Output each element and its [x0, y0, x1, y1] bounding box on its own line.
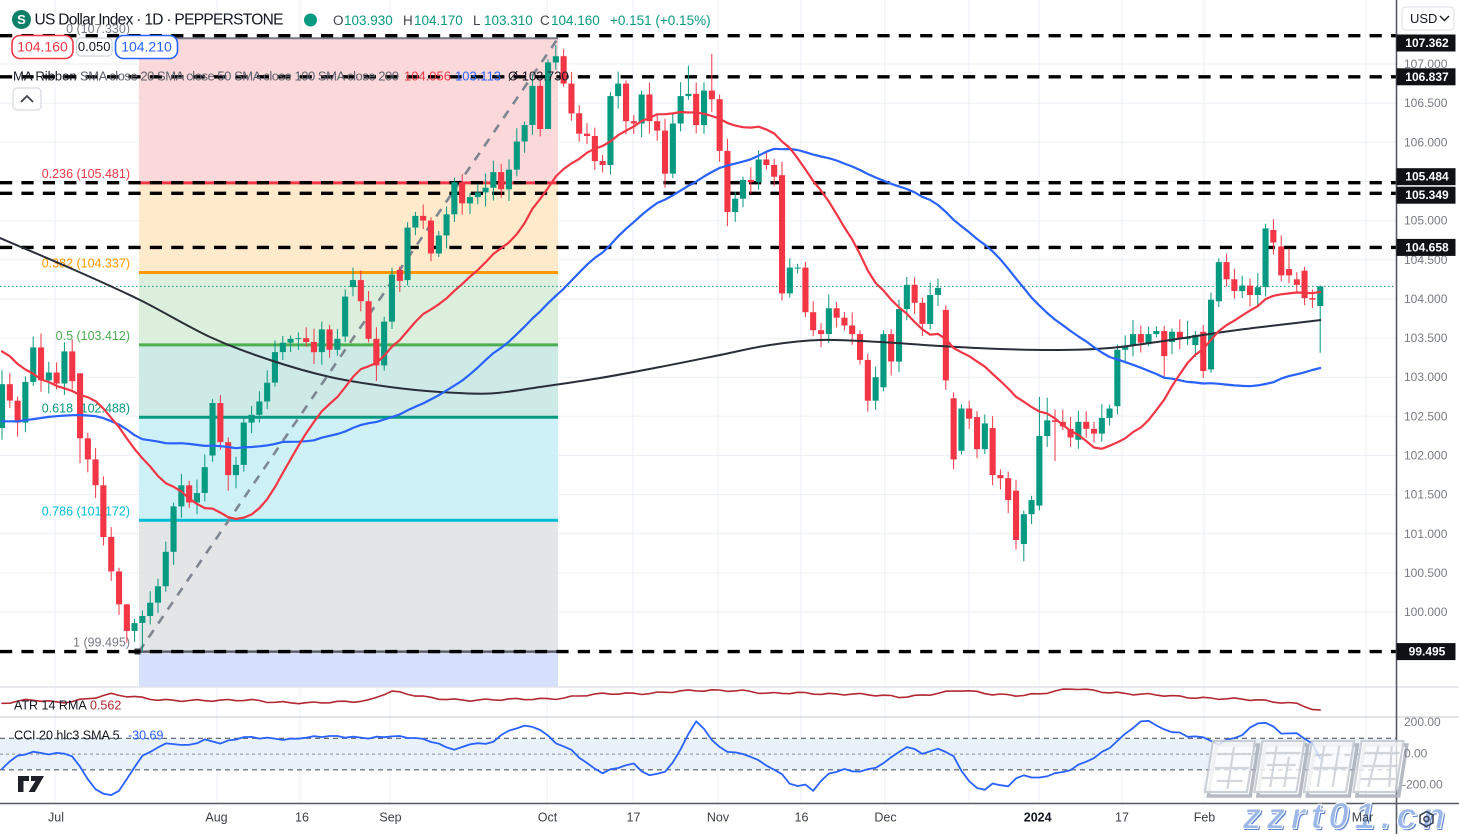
svg-text:105.349: 105.349	[1405, 188, 1449, 202]
svg-text:Sep: Sep	[379, 811, 401, 825]
svg-text:0.050: 0.050	[78, 39, 111, 54]
svg-text:+0.151 (+0.15%): +0.151 (+0.15%)	[610, 13, 711, 28]
svg-text:O: O	[333, 13, 344, 28]
svg-text:103.930: 103.930	[344, 13, 393, 28]
svg-text:-200.00: -200.00	[1402, 778, 1443, 792]
svg-text:99.495: 99.495	[1409, 645, 1446, 659]
svg-text:104.658: 104.658	[1405, 240, 1449, 254]
svg-text:0.5 (103.412): 0.5 (103.412)	[56, 329, 130, 343]
svg-text:17: 17	[1115, 811, 1129, 825]
svg-text:0.00: 0.00	[1404, 747, 1428, 761]
svg-text:Dec: Dec	[874, 811, 896, 825]
svg-text:105.484: 105.484	[1405, 170, 1449, 184]
svg-text:USD: USD	[1410, 11, 1437, 26]
svg-text:101.500: 101.500	[1404, 488, 1448, 502]
svg-text:104.500: 104.500	[1404, 253, 1448, 267]
svg-text:17: 17	[627, 811, 641, 825]
svg-text:106.500: 106.500	[1404, 96, 1448, 110]
svg-text:102.500: 102.500	[1404, 409, 1448, 423]
svg-text:0.562: 0.562	[90, 699, 121, 713]
svg-text:103.113: 103.113	[455, 69, 501, 84]
svg-text:Oct: Oct	[538, 811, 558, 825]
svg-text:US Dollar Index · 1D · PEPPERS: US Dollar Index · 1D · PEPPERSTONE	[35, 12, 284, 29]
svg-text:107.362: 107.362	[1405, 36, 1449, 50]
svg-text:2024: 2024	[1024, 811, 1052, 825]
svg-text:106.000: 106.000	[1404, 135, 1448, 149]
svg-text:CCI 20 hlc3 SMA 5: CCI 20 hlc3 SMA 5	[14, 729, 120, 743]
svg-text:104.160: 104.160	[551, 13, 600, 28]
svg-text:S: S	[17, 12, 26, 27]
svg-text:Jul: Jul	[48, 811, 64, 825]
svg-text:0.618 (102.488): 0.618 (102.488)	[42, 401, 130, 415]
svg-text:0.382 (104.337): 0.382 (104.337)	[42, 257, 130, 271]
svg-text:105.000: 105.000	[1404, 214, 1448, 228]
svg-text:16: 16	[295, 811, 309, 825]
svg-text:Nov: Nov	[707, 811, 730, 825]
svg-text:103.310: 103.310	[484, 13, 533, 28]
svg-text:H: H	[403, 13, 413, 28]
svg-text:Ø 103.730: Ø 103.730	[508, 69, 569, 84]
svg-text:200.00: 200.00	[1404, 715, 1441, 729]
svg-text:1 (99.495): 1 (99.495)	[73, 636, 130, 650]
svg-text:Aug: Aug	[205, 811, 227, 825]
svg-text:104.056: 104.056	[404, 69, 451, 84]
svg-text:103.500: 103.500	[1404, 331, 1448, 345]
svg-text:Mar: Mar	[1352, 811, 1374, 825]
svg-text:zzrt01.cn: zzrt01.cn	[1243, 797, 1452, 834]
svg-text:100.000: 100.000	[1404, 605, 1448, 619]
svg-text:ATR 14 RMA: ATR 14 RMA	[14, 699, 87, 713]
svg-text:104.000: 104.000	[1404, 292, 1448, 306]
svg-text:102.000: 102.000	[1404, 449, 1448, 463]
svg-text:MA Ribbon: MA Ribbon	[13, 69, 77, 84]
svg-text:0.236 (105.481): 0.236 (105.481)	[42, 167, 130, 181]
svg-text:L: L	[473, 13, 481, 28]
svg-text:101.000: 101.000	[1404, 527, 1448, 541]
svg-text:104.210: 104.210	[121, 39, 172, 55]
svg-text:100.500: 100.500	[1404, 566, 1448, 580]
svg-text:106.837: 106.837	[1405, 70, 1449, 84]
svg-text:0.786 (101.172): 0.786 (101.172)	[42, 504, 130, 518]
svg-text:-30.69: -30.69	[128, 729, 163, 743]
svg-text:16: 16	[795, 811, 809, 825]
svg-text:104.160: 104.160	[17, 39, 68, 55]
svg-text:104.170: 104.170	[414, 13, 463, 28]
svg-text:zzrt01.cn: zzrt01.cn	[1242, 796, 1451, 835]
svg-text:SMA close 20 SMA close 50 SMA: SMA close 20 SMA close 50 SMA close 100 …	[80, 69, 399, 84]
svg-text:C: C	[540, 13, 550, 28]
svg-text:107.000: 107.000	[1404, 57, 1448, 71]
svg-text:103.000: 103.000	[1404, 370, 1448, 384]
svg-text:0 (107.330): 0 (107.330)	[66, 22, 130, 36]
svg-text:Feb: Feb	[1194, 811, 1216, 825]
